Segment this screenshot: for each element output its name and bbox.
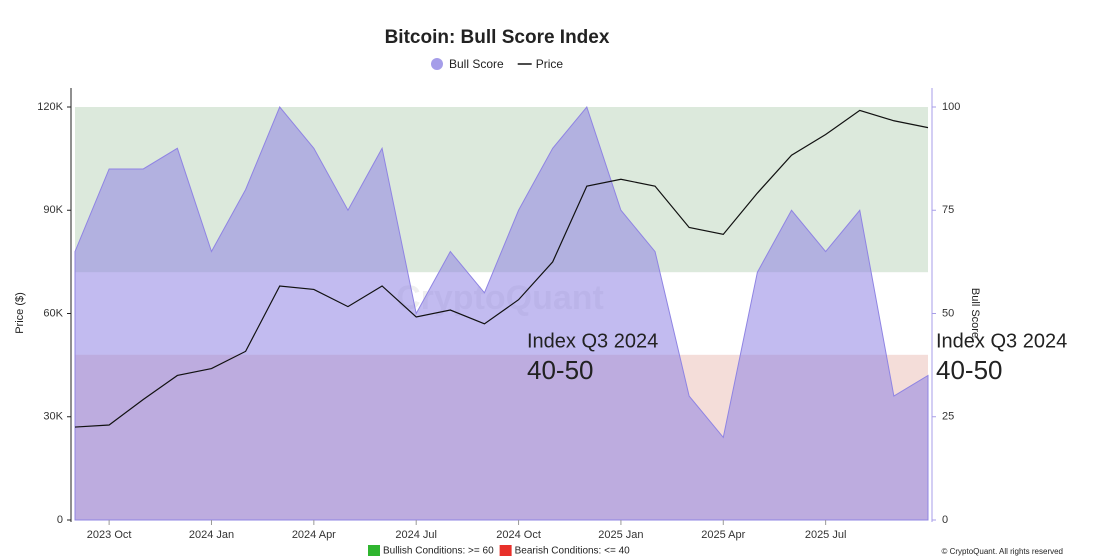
- x-tick-label: 2025 Jan: [598, 529, 643, 541]
- annotation: 40-50: [936, 355, 1003, 385]
- y2-tick-label: 0: [942, 514, 948, 526]
- x-tick-label: 2025 Apr: [701, 529, 745, 541]
- y-tick-label: 0: [57, 514, 63, 526]
- y-tick-label: 30K: [43, 411, 63, 423]
- legend-label: Price: [536, 57, 564, 71]
- x-tick-label: 2024 Jan: [189, 529, 234, 541]
- legend-label: Bull Score: [449, 57, 504, 71]
- credit: © CryptoQuant. All rights reserved: [942, 547, 1064, 556]
- legend-swatch: [431, 58, 443, 70]
- y2-tick-label: 50: [942, 307, 954, 319]
- chart-title: Bitcoin: Bull Score Index: [385, 27, 610, 48]
- annotation: Index Q3 2024: [527, 330, 658, 352]
- annotation: Index Q3 2024: [936, 330, 1067, 352]
- x-tick-label: 2024 Oct: [496, 529, 541, 541]
- x-tick-label: 2024 Jul: [395, 529, 437, 541]
- y-tick-label: 120K: [37, 101, 63, 113]
- x-tick-label: 2023 Oct: [87, 529, 132, 541]
- band-swatch: [368, 545, 380, 556]
- band-swatch: [499, 545, 512, 556]
- y2-tick-label: 75: [942, 204, 954, 216]
- y-tick-label: 60K: [43, 307, 63, 319]
- x-tick-label: 2024 Apr: [292, 529, 336, 541]
- band-label: Bullish Conditions: >= 60: [383, 546, 494, 557]
- y-axis-title: Price ($): [14, 292, 26, 334]
- y2-axis-title: Bull Score: [969, 288, 981, 338]
- bull-score-area: [74, 105, 929, 521]
- price-line: [74, 109, 929, 428]
- annotation: 40-50: [527, 355, 594, 385]
- y2-tick-label: 25: [942, 411, 954, 423]
- x-tick-label: 2025 Jul: [805, 529, 847, 541]
- y2-tick-label: 100: [942, 101, 960, 113]
- y-tick-label: 90K: [43, 204, 63, 216]
- band-label: Bearish Conditions: <= 40: [515, 546, 631, 557]
